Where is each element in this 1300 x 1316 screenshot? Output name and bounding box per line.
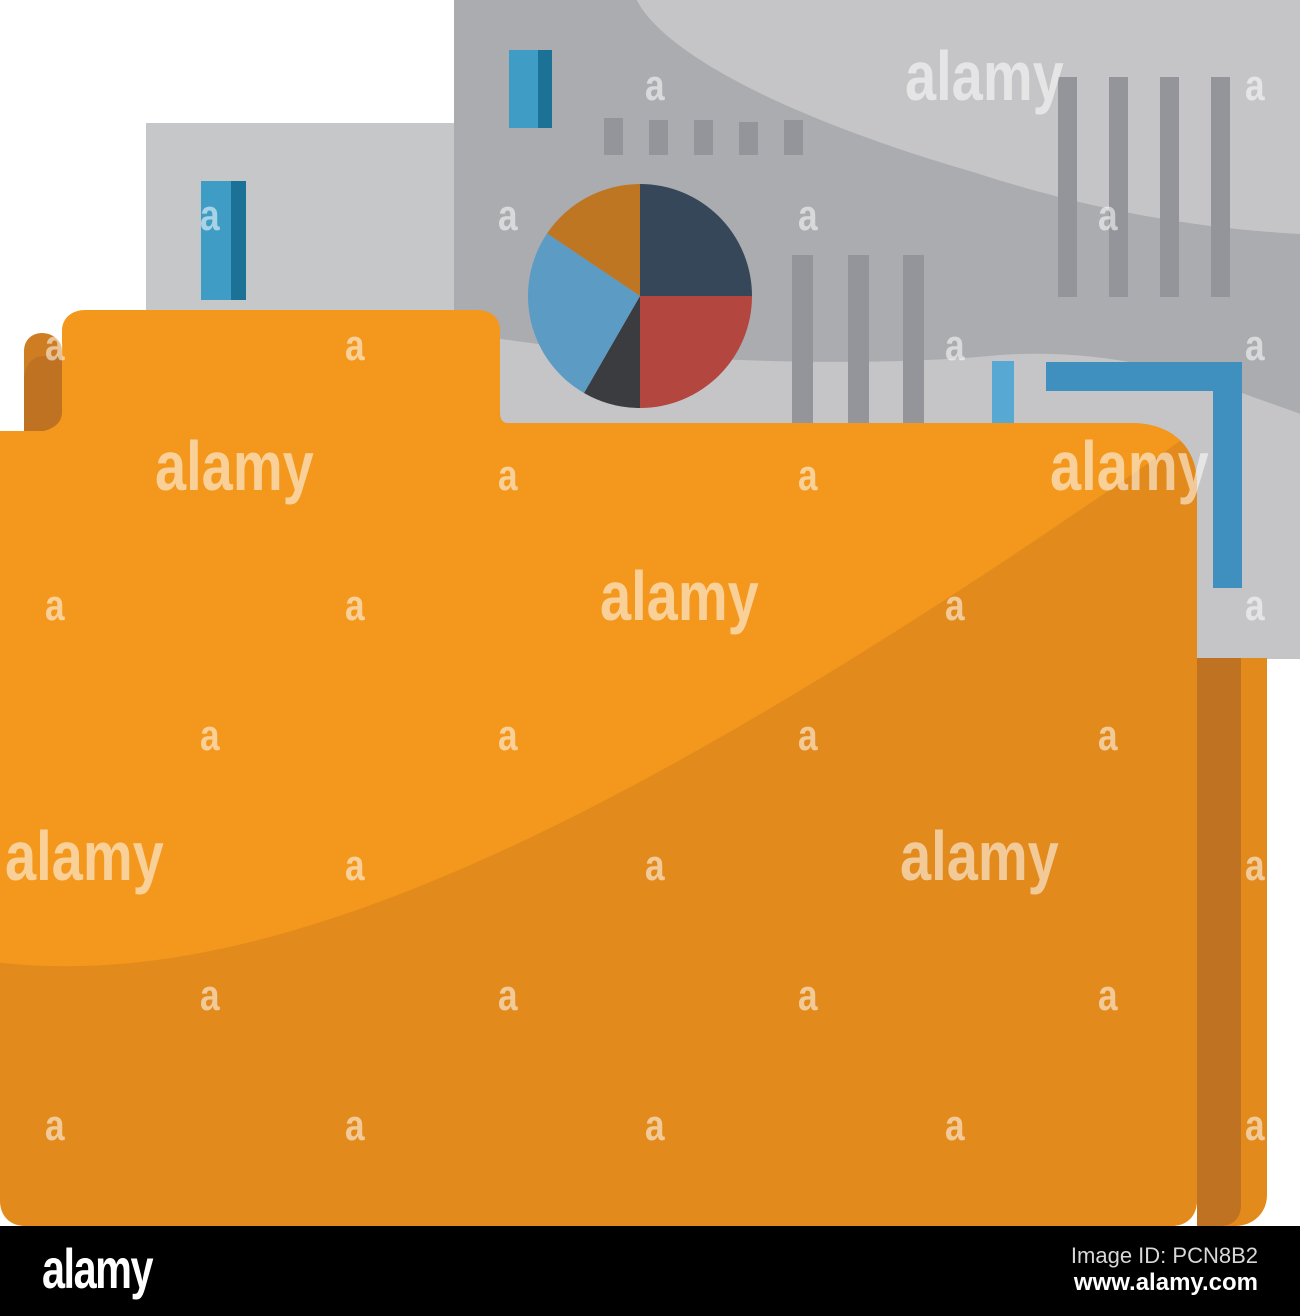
svg-text:a: a: [1245, 841, 1265, 890]
svg-text:a: a: [345, 61, 365, 110]
svg-text:a: a: [798, 191, 818, 240]
svg-text:alamy: alamy: [600, 558, 759, 635]
svg-text:a: a: [498, 191, 518, 240]
svg-text:a: a: [645, 1101, 665, 1150]
svg-text:a: a: [945, 321, 965, 370]
svg-text:a: a: [200, 711, 220, 760]
svg-text:alamy: alamy: [1050, 428, 1209, 505]
svg-text:a: a: [345, 581, 365, 630]
svg-text:a: a: [645, 841, 665, 890]
svg-text:Image ID: PCN8B2: Image ID: PCN8B2: [1071, 1243, 1258, 1268]
svg-text:a: a: [345, 1101, 365, 1150]
svg-text:alamy: alamy: [5, 818, 164, 895]
svg-text:a: a: [1098, 191, 1118, 240]
svg-text:a: a: [45, 321, 65, 370]
svg-text:www.alamy.com: www.alamy.com: [1073, 1269, 1258, 1296]
svg-text:a: a: [645, 61, 665, 110]
svg-text:a: a: [345, 841, 365, 890]
svg-text:a: a: [1245, 61, 1265, 110]
svg-text:alamy: alamy: [155, 428, 314, 505]
svg-text:a: a: [45, 581, 65, 630]
svg-text:a: a: [945, 581, 965, 630]
svg-text:alamy: alamy: [905, 38, 1064, 115]
svg-text:alamy: alamy: [42, 1238, 154, 1301]
svg-text:alamy: alamy: [900, 818, 1059, 895]
svg-text:a: a: [498, 451, 518, 500]
svg-text:a: a: [498, 971, 518, 1020]
svg-text:a: a: [200, 191, 220, 240]
svg-text:a: a: [45, 1101, 65, 1150]
svg-text:a: a: [1245, 581, 1265, 630]
svg-text:a: a: [1098, 971, 1118, 1020]
svg-text:a: a: [1245, 321, 1265, 370]
svg-text:a: a: [200, 971, 220, 1020]
svg-text:a: a: [1098, 711, 1118, 760]
svg-text:a: a: [498, 711, 518, 760]
svg-text:a: a: [945, 1101, 965, 1150]
svg-text:a: a: [1245, 1101, 1265, 1150]
svg-text:a: a: [798, 451, 818, 500]
svg-text:a: a: [798, 971, 818, 1020]
svg-text:a: a: [345, 321, 365, 370]
svg-text:a: a: [798, 711, 818, 760]
